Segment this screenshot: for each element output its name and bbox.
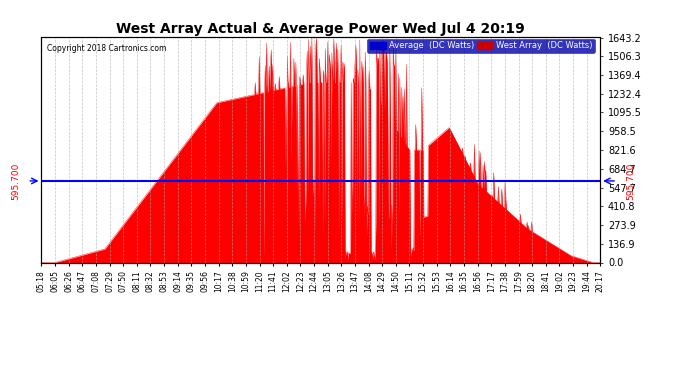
Legend: Average  (DC Watts), West Array  (DC Watts): Average (DC Watts), West Array (DC Watts… [367, 39, 595, 53]
Title: West Array Actual & Average Power Wed Jul 4 20:19: West Array Actual & Average Power Wed Ju… [117, 22, 525, 36]
Text: Copyright 2018 Cartronics.com: Copyright 2018 Cartronics.com [47, 44, 166, 53]
Text: 595.700: 595.700 [627, 162, 635, 200]
Text: 595.700: 595.700 [12, 162, 21, 200]
